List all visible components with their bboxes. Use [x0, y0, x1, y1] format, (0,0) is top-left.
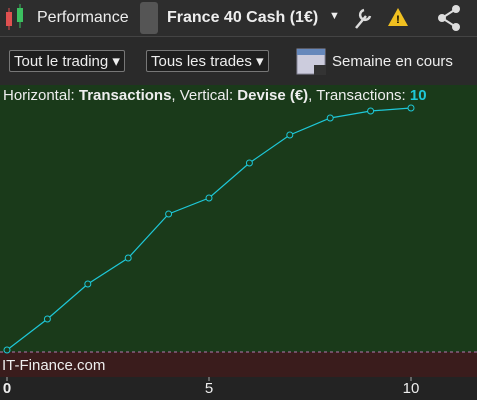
svg-text:!: ! [396, 14, 400, 26]
point [205, 194, 213, 202]
share-icon[interactable] [438, 5, 460, 31]
toolbar: Performance France 40 Cash (1€) ▼ ! [0, 0, 477, 37]
point [245, 159, 253, 167]
period[interactable]: Semaine en cours [332, 53, 453, 70]
trades-select[interactable]: Tous les trades ▾ [146, 50, 269, 72]
panel-title[interactable]: Performance [37, 9, 129, 26]
warning-icon[interactable] [388, 8, 408, 26]
filter-bar: Tout le trading ▾ Tous les trades ▾ Sema… [0, 37, 477, 85]
point [326, 114, 334, 122]
toolbar-icons: ! [355, 5, 460, 31]
info-text: Horizontal: [3, 87, 75, 104]
settings-icon[interactable] [355, 8, 372, 29]
x-tick-label: 0 [3, 380, 11, 397]
watermark: IT-Finance.com [2, 357, 105, 374]
info-text: Transactions [79, 87, 172, 104]
point [367, 107, 375, 115]
x-axis-area [0, 377, 477, 400]
point [407, 104, 415, 112]
x-tick-label: 5 [205, 380, 213, 397]
point [124, 254, 132, 262]
x-tick-label: 10 [403, 380, 420, 397]
point [286, 131, 294, 139]
candle-icon [6, 4, 23, 30]
chart: Horizontal: Transactions, Vertical: Devi… [0, 85, 477, 400]
dropdown-arrow[interactable]: ▼ [329, 10, 340, 22]
negative-zone [0, 352, 477, 377]
instrument[interactable]: France 40 Cash (1€) [167, 9, 319, 26]
point [84, 280, 92, 288]
info-text: Devise (€) [237, 87, 308, 104]
plot-area [0, 85, 477, 352]
trading-select[interactable]: Tout le trading ▾ [9, 50, 125, 72]
link-icon[interactable] [140, 2, 158, 34]
point [43, 315, 51, 323]
trading-label: Tout le trading [14, 53, 109, 70]
info-text: , Transactions: [308, 87, 406, 104]
point [165, 210, 173, 218]
calendar-icon[interactable] [296, 45, 328, 77]
chart-info: Horizontal: Transactions, Vertical: Devi… [3, 87, 427, 104]
trades-label: Tous les trades [151, 53, 252, 70]
point [3, 346, 11, 354]
info-text: , Vertical: [171, 87, 233, 104]
info-text: 10 [410, 87, 427, 104]
